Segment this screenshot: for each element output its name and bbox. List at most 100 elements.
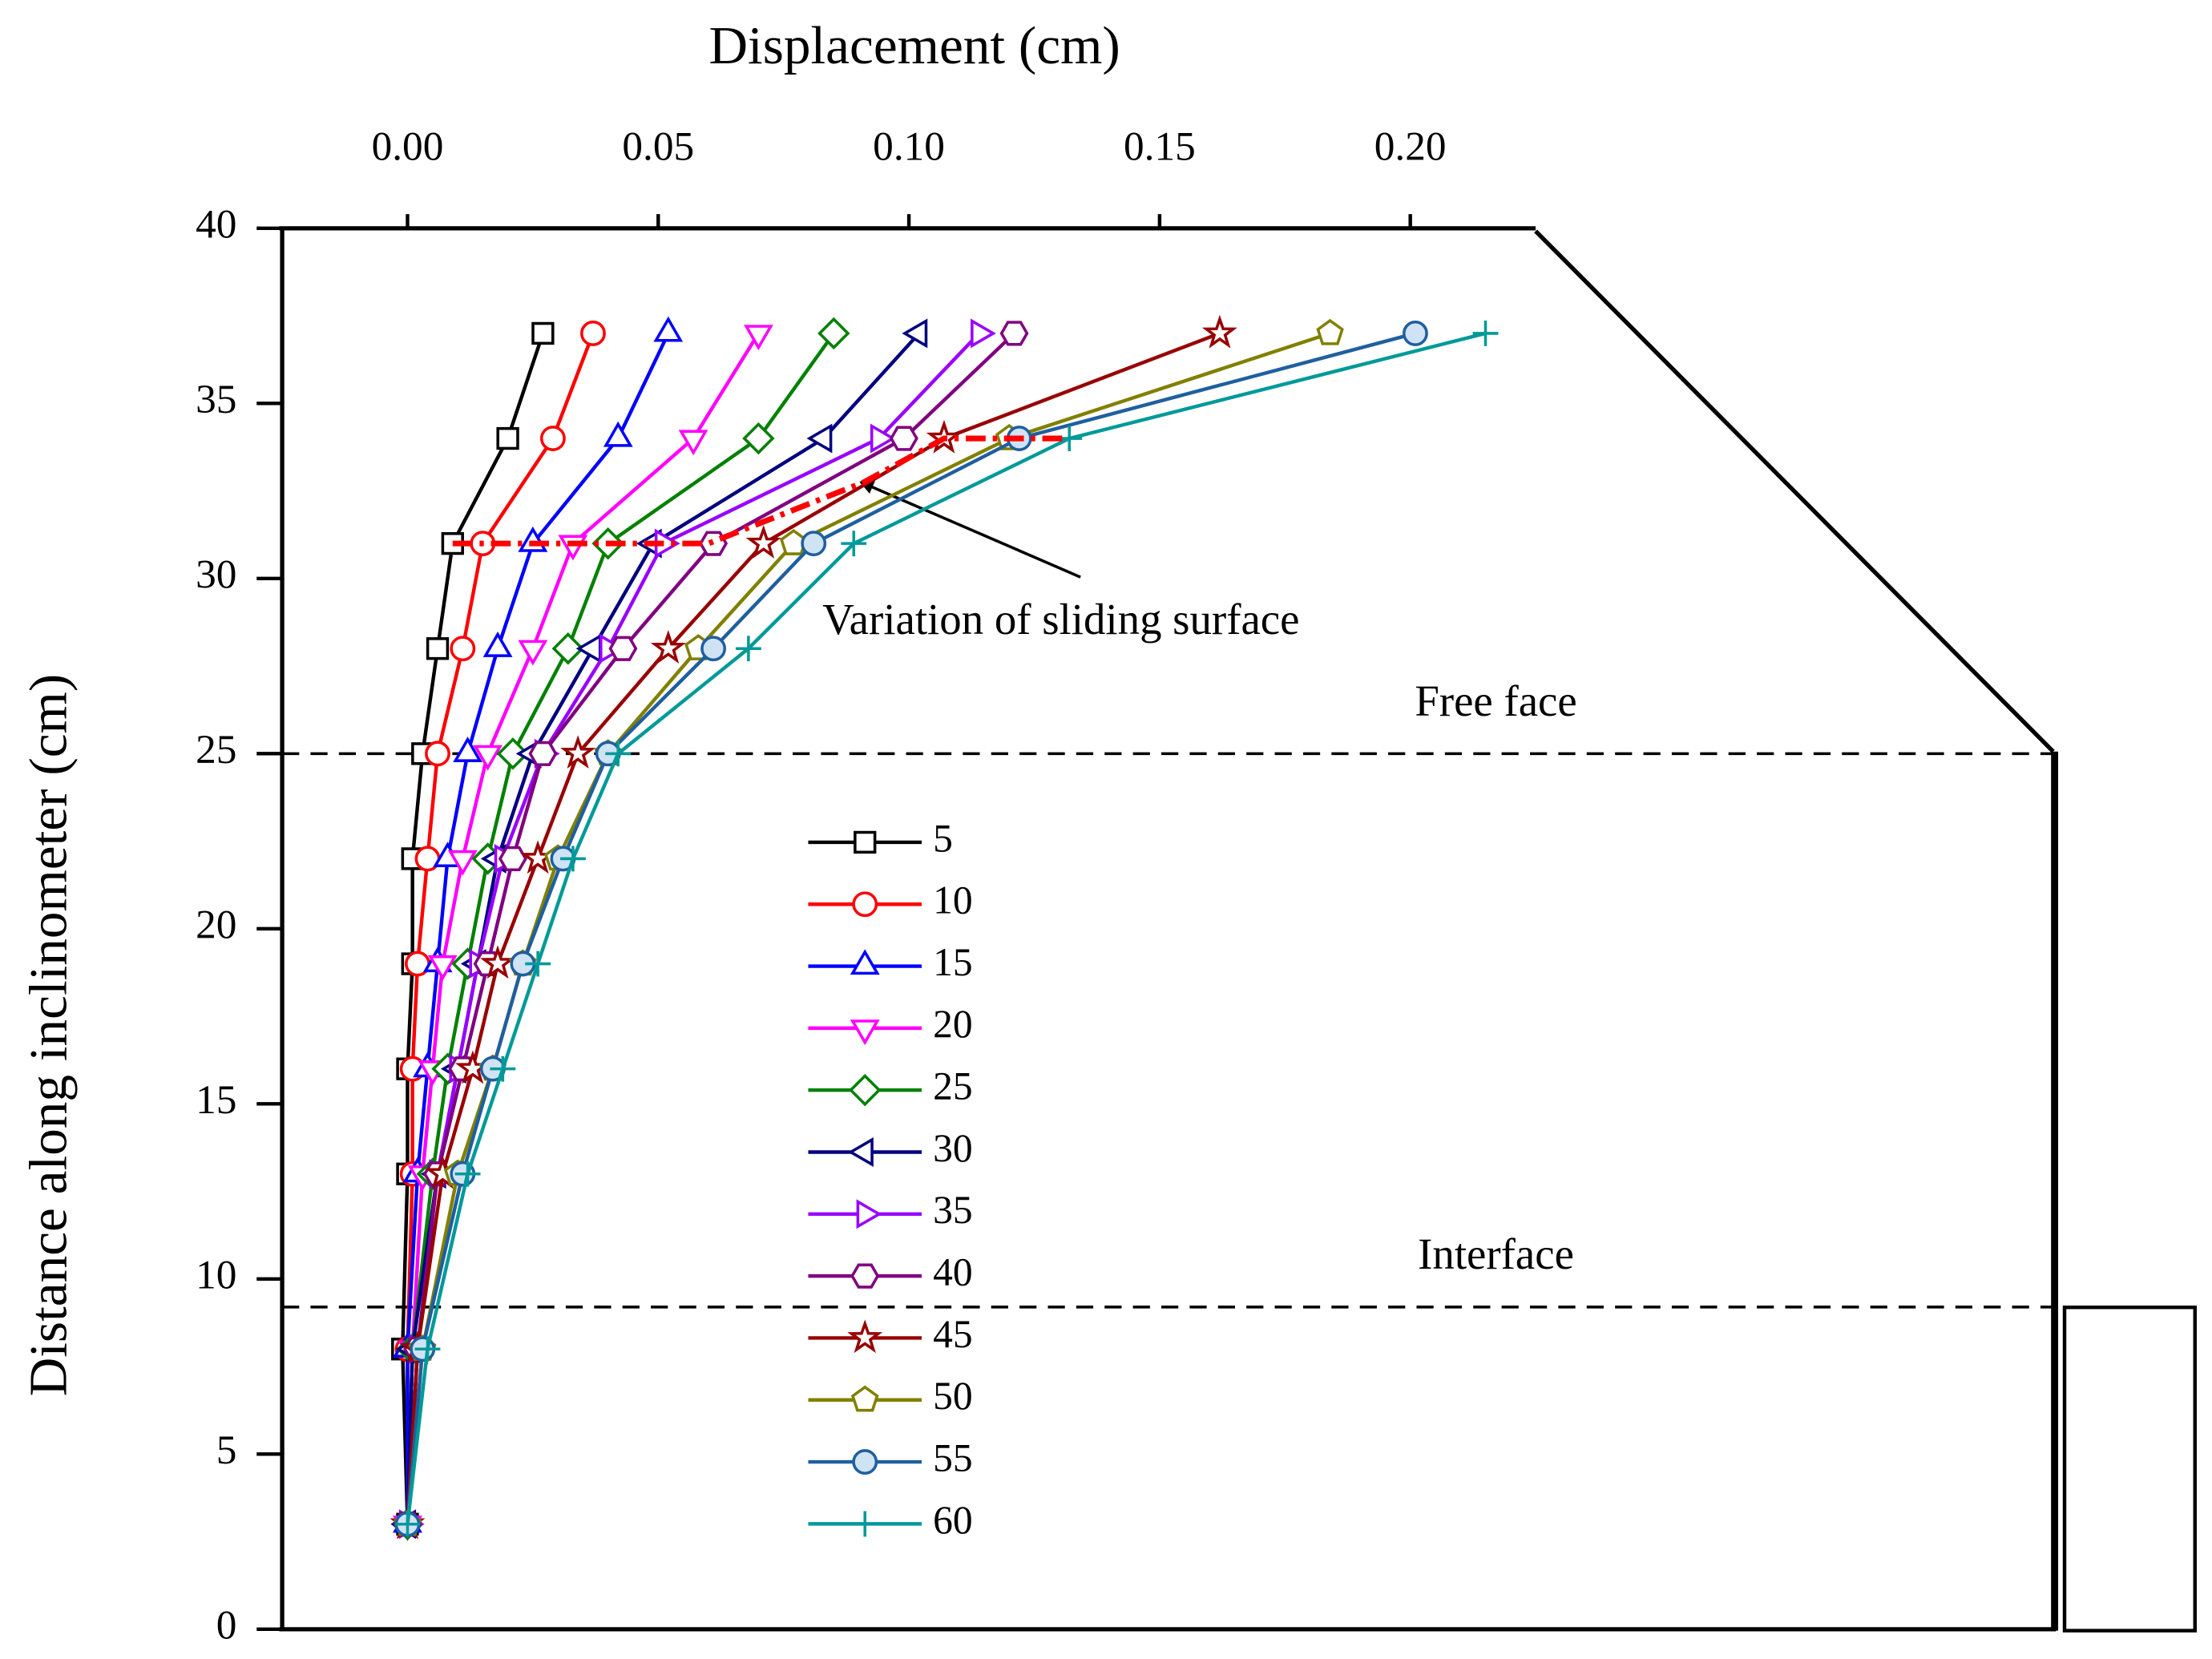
series <box>394 321 1499 1537</box>
marker <box>1403 321 1428 346</box>
marker <box>603 421 633 447</box>
series-line <box>406 331 1221 1524</box>
slope-line <box>1534 229 2055 753</box>
x-tick-label: 0.15 <box>1124 123 1196 169</box>
marker <box>650 630 686 664</box>
legend-label: 60 <box>933 1498 973 1542</box>
toe-block <box>2062 1306 2197 1633</box>
series <box>398 318 996 1540</box>
legend-marker <box>850 1263 880 1289</box>
y-axis-title: Distance along inclinometer (cm) <box>18 674 79 1397</box>
marker <box>453 737 482 762</box>
marker <box>700 636 727 662</box>
marker <box>447 850 478 876</box>
series <box>390 314 1237 1540</box>
x-axis-title: Displacement (cm) <box>709 15 1120 75</box>
marker <box>496 737 530 770</box>
marker <box>1201 314 1237 349</box>
legend-label: 15 <box>933 940 973 984</box>
marker <box>528 741 558 766</box>
marker <box>394 1511 421 1537</box>
marker <box>525 951 551 977</box>
marker <box>801 531 827 557</box>
marker <box>560 735 596 769</box>
legend-marker <box>854 830 877 854</box>
legend-marker <box>850 1019 880 1046</box>
legend-marker <box>852 1449 878 1475</box>
marker <box>841 531 867 557</box>
marker <box>454 1160 481 1187</box>
marker <box>425 741 450 767</box>
marker <box>742 422 775 455</box>
marker <box>653 316 684 342</box>
legend-label: 45 <box>933 1312 973 1356</box>
marker <box>473 745 503 771</box>
legend-label: 30 <box>933 1126 973 1170</box>
marker <box>450 636 476 662</box>
marker <box>605 741 632 767</box>
marker <box>496 426 519 450</box>
marker <box>580 321 606 346</box>
y-tick-label: 30 <box>196 552 236 598</box>
y-tick-label: 20 <box>196 902 236 948</box>
marker <box>531 321 555 345</box>
marker <box>902 318 928 349</box>
legend-marker <box>847 1319 883 1354</box>
legend-marker <box>849 1073 882 1107</box>
marker <box>482 632 513 657</box>
marker <box>480 945 516 979</box>
marker <box>1316 318 1344 345</box>
legend-marker <box>852 1511 878 1537</box>
sliding-surface <box>452 435 1064 547</box>
y-tick-label: 10 <box>196 1253 236 1298</box>
y-tick-label: 15 <box>196 1077 236 1123</box>
marker <box>999 321 1029 346</box>
annotation: Variation of sliding surface <box>822 595 1299 644</box>
y-tick-label: 5 <box>216 1427 237 1473</box>
marker <box>678 430 708 456</box>
series-line <box>406 332 921 1524</box>
y-tick-label: 25 <box>196 727 236 773</box>
legend-marker <box>848 1137 874 1167</box>
legend-marker <box>850 1385 879 1412</box>
marker <box>427 955 458 981</box>
legend-label: 40 <box>933 1249 973 1294</box>
marker <box>889 426 918 451</box>
marker <box>971 318 996 349</box>
x-tick-label: 0.05 <box>622 123 694 169</box>
marker <box>744 325 773 351</box>
y-tick-label: 35 <box>196 377 236 422</box>
legend-marker <box>850 949 880 975</box>
legend-label: 5 <box>933 816 953 860</box>
marker <box>608 636 638 661</box>
legend-marker <box>852 891 878 918</box>
marker <box>539 426 566 451</box>
series <box>393 321 1029 1537</box>
annotation-arrow <box>859 480 1081 579</box>
marker <box>817 317 850 350</box>
marker <box>551 632 584 665</box>
series-line <box>406 332 981 1524</box>
marker <box>745 525 781 559</box>
x-tick-label: 0.20 <box>1374 123 1447 169</box>
reference-label: Interface <box>1418 1229 1574 1278</box>
x-tick-label: 0.10 <box>873 123 945 169</box>
x-tick-label: 0.00 <box>372 123 444 169</box>
legend-label: 50 <box>933 1374 973 1418</box>
marker <box>518 640 548 666</box>
marker <box>560 846 586 872</box>
reference-label: Free face <box>1415 676 1576 725</box>
marker <box>426 637 450 660</box>
legend-label: 55 <box>933 1435 973 1479</box>
marker <box>498 846 527 872</box>
marker <box>490 1056 516 1082</box>
legend-label: 35 <box>933 1188 973 1232</box>
y-tick-label: 40 <box>196 202 236 248</box>
marker <box>1472 321 1499 346</box>
legend-label: 25 <box>933 1064 973 1108</box>
legend-marker <box>856 1199 882 1229</box>
legend-label: 20 <box>933 1002 973 1046</box>
series <box>393 325 773 1541</box>
